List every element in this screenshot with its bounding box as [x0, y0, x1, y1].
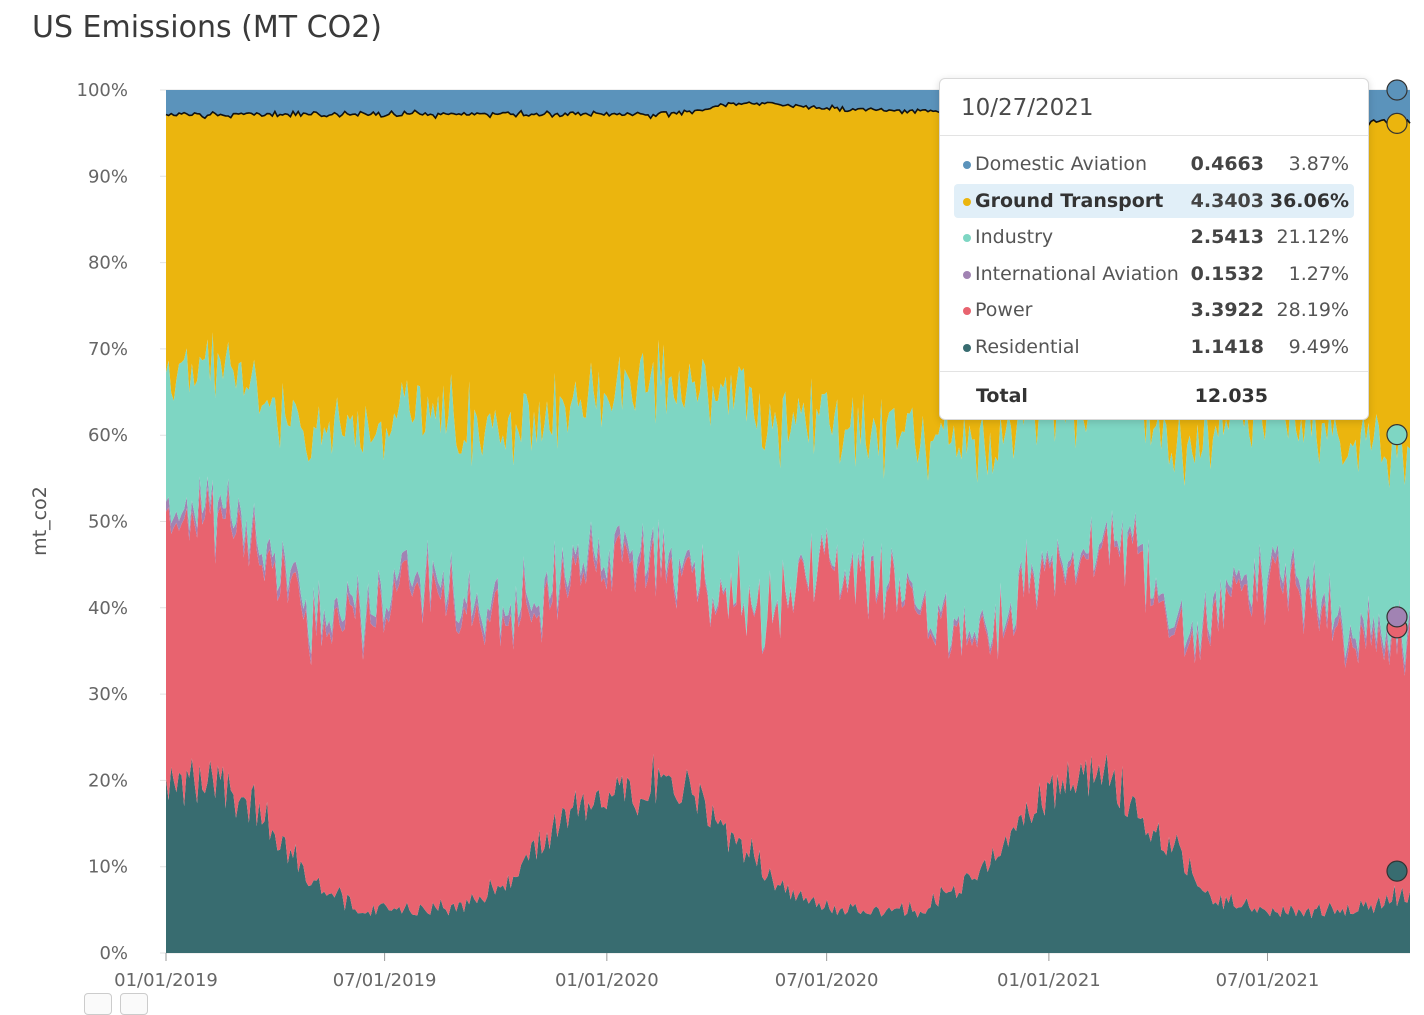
marker-industry	[1386, 423, 1408, 446]
x-axis-ticks: 01/01/2019 07/01/2019 01/01/2020 07/01/2020…	[114, 953, 1319, 991]
y-tick-label: 100%	[77, 80, 128, 101]
chart-title: US Emissions (MT CO2)	[32, 10, 382, 45]
legend-dot-icon	[963, 270, 971, 279]
marker-international-aviation	[1386, 606, 1408, 628]
y-tick-label: 70%	[88, 339, 128, 360]
legend-dot-icon	[963, 197, 971, 206]
area-residential	[166, 753, 1410, 953]
y-axis-label: mt_co2	[29, 486, 51, 556]
tooltip-series-percent: 1.27%	[1288, 262, 1349, 285]
tooltip-row: Residential 1.1418 9.49%	[954, 330, 1354, 364]
tooltip-series-name: Residential	[975, 335, 1080, 358]
x-tick-label: 01/01/2019	[114, 970, 218, 991]
tooltip-series-value: 2.5413	[1190, 226, 1264, 248]
area-power	[166, 486, 1410, 919]
marker-ground-transport	[1386, 112, 1408, 134]
legend-dot-icon	[963, 161, 971, 169]
tooltip: 10/27/2021 Domestic Aviation 0.4663 3.87% G…	[939, 78, 1369, 420]
tooltip-series-name: Industry	[975, 226, 1054, 248]
hover-markers	[1386, 79, 1408, 882]
tooltip-row: Domestic Aviation 0.4663 3.87%	[954, 147, 1354, 181]
x-tick-label: 01/01/2020	[555, 970, 659, 991]
tooltip-series-value: 0.4663	[1190, 153, 1264, 175]
marker-residential	[1386, 860, 1408, 882]
x-tick-label: 07/01/2021	[1216, 970, 1320, 991]
tooltip-series-name: Ground Transport	[975, 189, 1164, 212]
legend-dot-icon	[963, 307, 971, 315]
tooltip-series-percent: 21.12%	[1276, 226, 1349, 248]
zoom-in-button[interactable]	[120, 993, 148, 1015]
tooltip-total-value: 12.035	[1194, 385, 1268, 407]
x-tick-label: 01/01/2021	[997, 970, 1101, 991]
marker-domestic-aviation	[1386, 79, 1408, 101]
tooltip-series-name: Domestic Aviation	[975, 153, 1148, 175]
tooltip-total-divider	[940, 371, 1368, 372]
y-tick-label: 20%	[88, 770, 128, 791]
tooltip-total-label: Total	[976, 385, 1028, 407]
y-tick-label: 60%	[88, 425, 128, 446]
x-tick-label: 07/01/2020	[775, 970, 879, 991]
tooltip-row: Ground Transport 4.3403 36.06%	[954, 183, 1354, 218]
tooltip-series-value: 4.3403	[1190, 189, 1264, 212]
legend-dot-icon	[963, 234, 971, 242]
tooltip-series-percent: 9.49%	[1288, 335, 1349, 358]
tooltip-series-percent: 28.19%	[1276, 299, 1349, 321]
tooltip-row: Power 3.3922 28.19%	[954, 293, 1354, 327]
tooltip-series-value: 3.3922	[1190, 299, 1264, 321]
y-tick-label: 80%	[88, 253, 128, 274]
y-tick-label: 50%	[88, 512, 128, 533]
tooltip-series-percent: 3.87%	[1288, 153, 1349, 175]
tooltip-row: International Aviation 0.1532 1.27%	[954, 257, 1354, 291]
tooltip-series-name: International Aviation	[975, 262, 1179, 285]
tooltip-date: 10/27/2021	[961, 95, 1094, 121]
x-tick-label: 07/01/2019	[333, 970, 437, 991]
zoom-out-button[interactable]	[84, 993, 112, 1015]
tooltip-series-name: Power	[975, 299, 1033, 321]
tooltip-series-value: 1.1418	[1190, 335, 1264, 358]
y-tick-label: 30%	[88, 684, 128, 705]
y-axis-ticks: 0% 10% 20% 30% 40% 50% 60% 70% 80% 90% 100%	[77, 80, 128, 964]
y-tick-label: 10%	[88, 857, 128, 878]
legend-dot-icon	[963, 343, 971, 352]
tooltip-header-divider	[940, 135, 1368, 136]
y-tick-label: 40%	[88, 598, 128, 619]
y-tick-label: 90%	[88, 166, 128, 187]
y-tick-label: 0%	[99, 943, 128, 964]
tooltip-row: Industry 2.5413 21.12%	[954, 220, 1354, 254]
tooltip-series-percent: 36.06%	[1269, 189, 1349, 212]
tooltip-series-value: 0.1532	[1190, 262, 1264, 285]
